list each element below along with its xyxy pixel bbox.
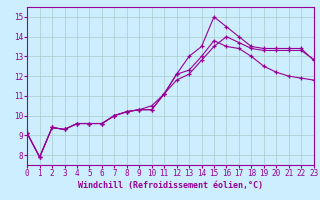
X-axis label: Windchill (Refroidissement éolien,°C): Windchill (Refroidissement éolien,°C) — [78, 181, 263, 190]
